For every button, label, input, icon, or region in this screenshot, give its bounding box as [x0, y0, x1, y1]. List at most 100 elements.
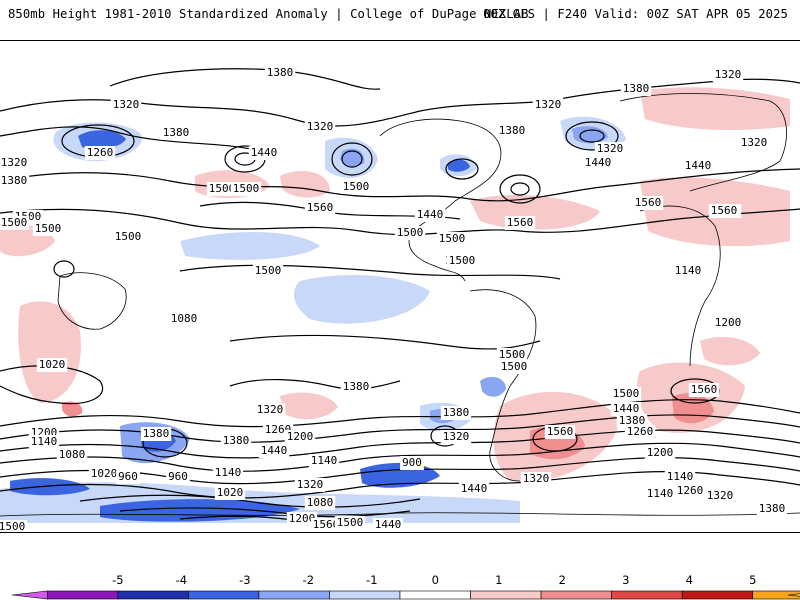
contour-label-bg: [334, 516, 366, 530]
contour-label-text: 1320: [443, 430, 470, 443]
contour-label: 1500: [446, 254, 478, 268]
contour-label: 1020: [36, 358, 68, 372]
contour-label-bg: [112, 230, 144, 244]
contour-label-text: 1500: [209, 182, 236, 195]
contour-label: 1500: [340, 180, 372, 194]
contour-1320-southern: [0, 429, 800, 459]
contour-label-bg: [166, 470, 190, 484]
contour-label-bg: [212, 466, 244, 480]
contour-label: 1380: [340, 380, 372, 394]
contour-label-bg: [520, 472, 552, 486]
contour-label-text: 1440: [685, 159, 712, 172]
contour-label: 1560: [504, 216, 536, 230]
contour-label: 1560: [310, 518, 342, 532]
contour-label: 1320: [532, 98, 564, 112]
anomaly-colorbar: -5 -4 -3 -2 -1 0 1 2 3 4 5: [0, 565, 800, 600]
colorbar-tick-label: -1: [366, 573, 377, 587]
contour-label-bg: [704, 489, 736, 503]
contour-label-bg: [310, 518, 342, 532]
contour-label-text: 1380: [1, 174, 28, 187]
contour-label: 1380: [496, 124, 528, 138]
colorbar-min-triangle: [11, 590, 48, 600]
contour-label-text: 1380: [223, 434, 250, 447]
coastlines: [0, 93, 800, 517]
colorbar-tick-label: 2: [559, 573, 566, 587]
model-valid-time: 00Z GFS | F240 Valid: 00Z SAT APR 05 202…: [483, 7, 788, 21]
contour-label-text: 1140: [215, 466, 242, 479]
contour-label: 1140: [28, 435, 60, 449]
contour-label-bg: [304, 120, 336, 134]
header-bar: 850mb Height 1981-2010 Standardized Anom…: [0, 0, 800, 41]
contour-label-text: 1500: [337, 516, 364, 529]
contour-label: 1380: [220, 434, 252, 448]
contour-label-text: 1380: [343, 380, 370, 393]
contour-label-text: 1320: [535, 98, 562, 111]
contour-label-text: 1320: [1, 156, 28, 169]
contour-label-bg: [610, 387, 642, 401]
pos-anomaly-south-pacific: [280, 392, 338, 420]
contour-1380-north: [0, 126, 261, 152]
closed-low-n-atlantic-inner: [510, 182, 530, 196]
contour-label-text: 960: [118, 470, 138, 483]
contour-label-text: 1500: [233, 182, 260, 195]
contour-label: 1380: [616, 414, 648, 428]
height-contours: [0, 68, 800, 522]
contour-label-text: 1560: [313, 518, 340, 531]
contour-label-bg: [756, 502, 788, 516]
neg-anomaly-tropical-pacific: [180, 231, 320, 260]
contour-label-text: 1320: [297, 478, 324, 491]
contour-label-text: 1500: [35, 222, 62, 235]
contour-label: 1500: [0, 216, 30, 230]
contour-label-bg: [160, 126, 192, 140]
neg-anomaly-great-lakes-core: [448, 159, 470, 172]
contour-label: 1320: [520, 472, 552, 486]
contour-label-text: 1500: [1, 216, 28, 229]
contour-label-text: 1500: [115, 230, 142, 243]
contour-1080-southern: [79, 494, 421, 508]
contour-label-bg: [110, 98, 142, 112]
contour-label-bg: [688, 383, 720, 397]
contour-label-bg: [610, 402, 642, 416]
contour-label: 1320: [0, 156, 30, 170]
colorbar-swatch: [399, 590, 471, 600]
coastline-antarctica: [0, 512, 800, 517]
contour-label: 1320: [304, 120, 336, 134]
colorbar-swatch: [46, 590, 119, 600]
coastline-africa: [639, 205, 721, 367]
contour-label: 1560: [688, 383, 720, 397]
contour-label-text: 1200: [647, 446, 674, 459]
contour-label-bg: [496, 348, 528, 362]
colorbar-swatch: [611, 590, 683, 600]
neg-anomaly-southern-ocean-core-1: [10, 478, 90, 496]
contour-label-text: 1140: [31, 435, 58, 448]
contour-label-text: 1440: [261, 444, 288, 457]
contour-1140-southern: [0, 471, 800, 499]
contour-label: 1380: [756, 502, 788, 516]
contour-label-text: 1500: [499, 348, 526, 361]
contour-label: 1500: [394, 226, 426, 240]
contour-label-text: 1140: [667, 470, 694, 483]
contour-label-bg: [304, 201, 336, 215]
contour-label-bg: [308, 454, 340, 468]
contour-label-text: 1320: [523, 472, 550, 485]
contour-label-bg: [340, 180, 372, 194]
contour-label: 1560: [304, 201, 336, 215]
colorbar-swatch: [752, 590, 800, 600]
colorbar-max-triangle: [787, 593, 800, 597]
contour-label: 1260: [624, 425, 656, 439]
contour-label-text: 1200: [715, 316, 742, 329]
contour-label-text: 1320: [597, 142, 624, 155]
contour-label: 1140: [308, 454, 340, 468]
contour-label: 1380: [160, 126, 192, 140]
contour-label-bg: [0, 156, 30, 170]
colorbar-tick-label: 1: [495, 573, 502, 587]
contour-label-bg: [340, 380, 372, 394]
contour-label-text: 1380: [267, 66, 294, 79]
colorbar-swatch: [117, 590, 189, 600]
contour-1380-arctic: [109, 68, 381, 90]
contour-label-text: 1440: [461, 482, 488, 495]
contour-label: 1560: [544, 425, 576, 439]
contour-1500-tropics: [179, 264, 561, 280]
closed-low-gulf-alaska: [331, 142, 373, 176]
contour-label-text: 1440: [251, 146, 278, 159]
